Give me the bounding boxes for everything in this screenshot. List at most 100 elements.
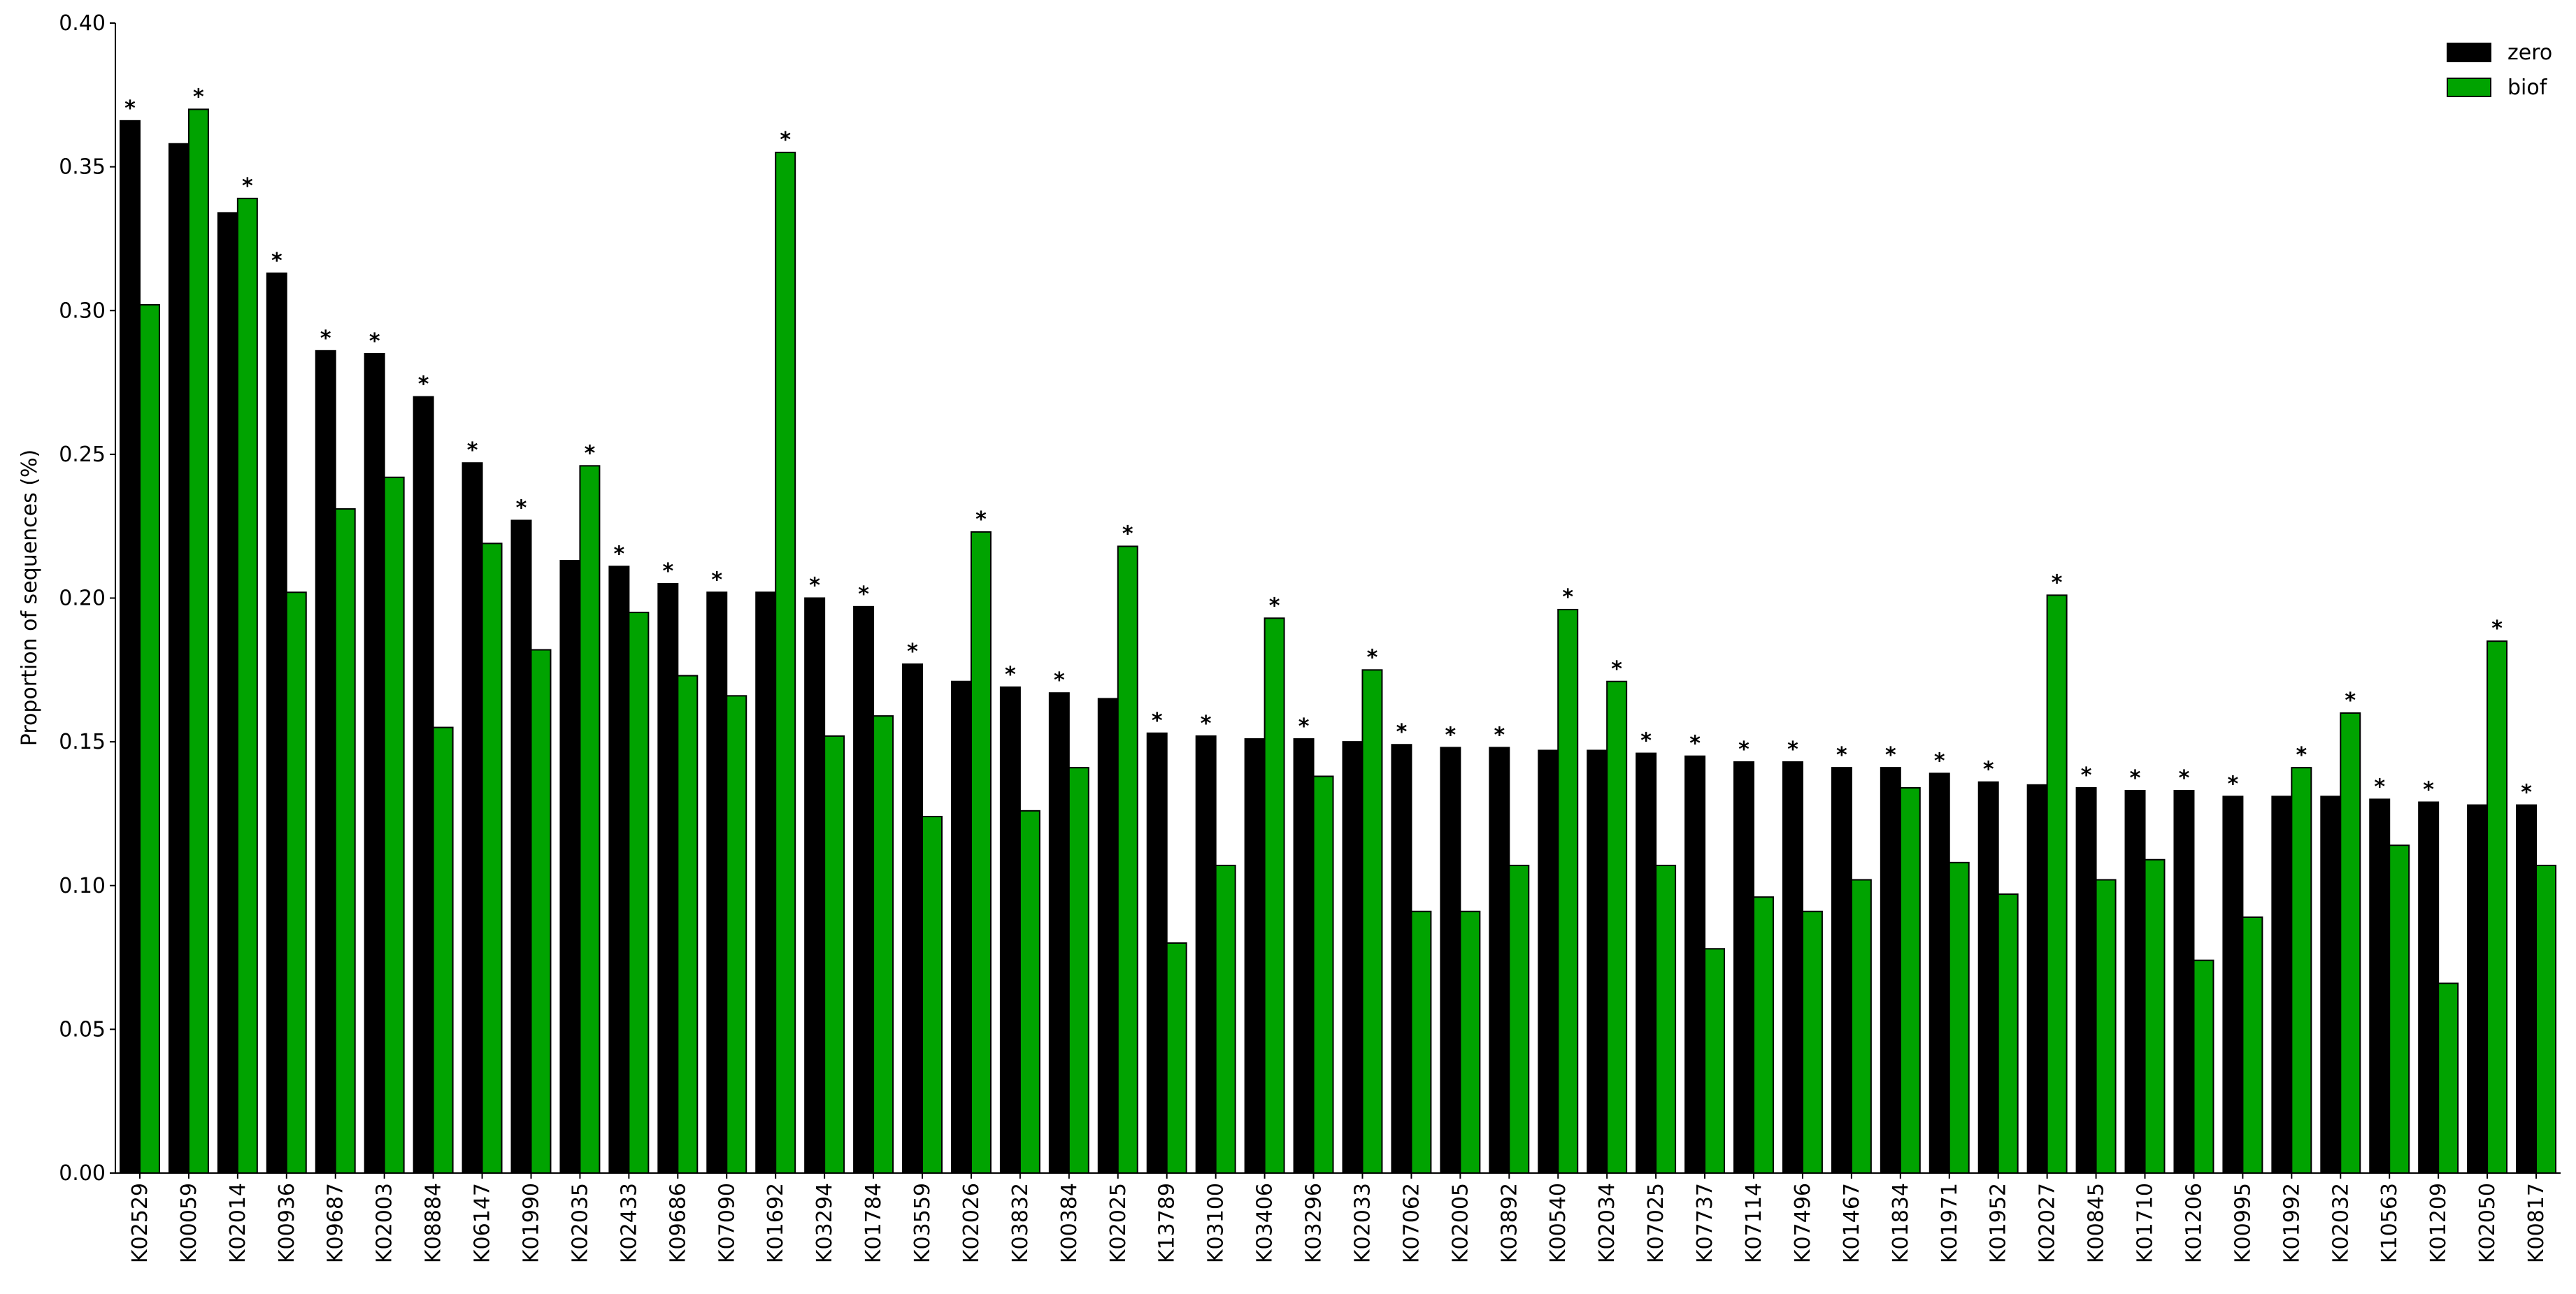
significance-marker: * <box>1562 585 1573 610</box>
bar <box>726 695 747 1174</box>
x-tick-label: K01206 <box>2182 1183 2206 1263</box>
x-tick-label: K00936 <box>275 1183 299 1263</box>
y-tick-label: 0.05 <box>59 1017 106 1042</box>
significance-marker: * <box>1152 709 1163 733</box>
bar <box>677 675 699 1174</box>
significance-marker: * <box>858 582 869 607</box>
significance-marker: * <box>1787 738 1798 762</box>
bar <box>1361 669 1383 1174</box>
bar <box>285 591 307 1174</box>
legend-swatch <box>2447 43 2491 62</box>
x-tick-label: K03892 <box>1497 1183 1522 1263</box>
bar <box>1048 692 1070 1174</box>
significance-marker: * <box>2228 772 2239 796</box>
legend-label: biof <box>2507 76 2548 100</box>
x-tick-label: K03294 <box>813 1183 837 1263</box>
x-tick-label: K07062 <box>1399 1183 1424 1263</box>
significance-marker: * <box>2052 570 2063 595</box>
bar <box>1704 948 1726 1174</box>
bar <box>1557 608 1579 1174</box>
bar <box>2075 786 2097 1174</box>
x-tick-label: K02033 <box>1350 1183 1375 1263</box>
bar <box>2026 784 2048 1174</box>
x-tick-label: K13789 <box>1155 1183 1180 1263</box>
bar <box>187 108 209 1174</box>
x-tick-label: K02433 <box>617 1183 641 1263</box>
bar <box>1752 896 1774 1174</box>
significance-marker: * <box>2521 781 2532 805</box>
x-tick-label: K00817 <box>2524 1183 2549 1263</box>
bar <box>2046 594 2068 1174</box>
x-tick-label: K02032 <box>2328 1183 2353 1263</box>
x-tick-label: K01992 <box>2280 1183 2304 1263</box>
x-tick-label: K07025 <box>1644 1183 1668 1263</box>
bar <box>1264 617 1285 1174</box>
significance-marker: * <box>320 326 331 351</box>
bar <box>1215 864 1236 1174</box>
bar <box>559 560 581 1174</box>
x-tick-label: K00384 <box>1057 1183 1082 1263</box>
significance-marker: * <box>1201 712 1212 736</box>
bar <box>168 143 189 1174</box>
bar <box>1997 893 2019 1174</box>
bar <box>1459 910 1481 1174</box>
bar <box>1146 732 1168 1174</box>
bar <box>628 612 650 1174</box>
significance-marker: * <box>1885 743 1896 768</box>
x-tick-label: K02034 <box>1595 1183 1619 1263</box>
significance-marker: * <box>1640 729 1652 754</box>
y-tick-label: 0.15 <box>59 730 106 754</box>
bar <box>1655 864 1677 1174</box>
bar <box>2535 864 2557 1174</box>
bar <box>383 476 405 1174</box>
bar <box>1166 942 1187 1174</box>
x-tick-label: K01971 <box>1938 1183 1962 1263</box>
x-tick-label: K02035 <box>568 1183 592 1263</box>
x-tick-label: K02529 <box>128 1183 152 1263</box>
x-tick-label: K01692 <box>764 1183 788 1263</box>
bar <box>2095 879 2117 1174</box>
significance-marker: * <box>2179 766 2190 791</box>
bar <box>217 212 238 1174</box>
significance-marker: * <box>2296 743 2307 768</box>
significance-marker: * <box>516 496 527 520</box>
bar <box>2242 916 2263 1174</box>
significance-marker: * <box>1122 522 1133 546</box>
bar <box>1948 861 1970 1174</box>
significance-marker: * <box>809 574 820 598</box>
bar <box>2271 796 2293 1174</box>
x-tick-label: K02026 <box>959 1183 984 1263</box>
y-tick-label: 0.20 <box>59 587 106 611</box>
bar <box>970 531 992 1174</box>
bar <box>2418 801 2440 1174</box>
x-tick-label: K03832 <box>1008 1183 1033 1263</box>
x-tick-label: K07090 <box>715 1183 739 1263</box>
significance-marker: * <box>1269 594 1280 618</box>
bar <box>950 680 972 1174</box>
x-tick-label: K09686 <box>666 1183 690 1263</box>
bar <box>461 462 483 1174</box>
bar <box>1733 761 1754 1174</box>
x-tick-label: K02005 <box>1448 1183 1473 1263</box>
bar <box>1312 775 1334 1174</box>
bar <box>530 649 552 1174</box>
bar <box>1684 755 1706 1174</box>
bar <box>1391 744 1412 1174</box>
bar <box>2173 790 2195 1174</box>
significance-marker: * <box>2345 689 2356 713</box>
significance-marker: * <box>711 568 722 592</box>
bar <box>804 597 826 1174</box>
significance-marker: * <box>1983 758 1994 782</box>
bar <box>481 542 503 1174</box>
bar <box>1606 680 1628 1174</box>
x-tick-label: K07737 <box>1693 1183 1717 1263</box>
bar <box>1410 910 1432 1174</box>
significance-marker: * <box>975 508 987 532</box>
significance-marker: * <box>124 96 136 121</box>
x-tick-label: K06147 <box>471 1183 495 1263</box>
bar <box>2369 798 2391 1174</box>
significance-marker: * <box>242 174 253 199</box>
significance-marker: * <box>2081 763 2092 788</box>
significance-marker: * <box>418 373 429 397</box>
significance-marker: * <box>369 329 380 354</box>
